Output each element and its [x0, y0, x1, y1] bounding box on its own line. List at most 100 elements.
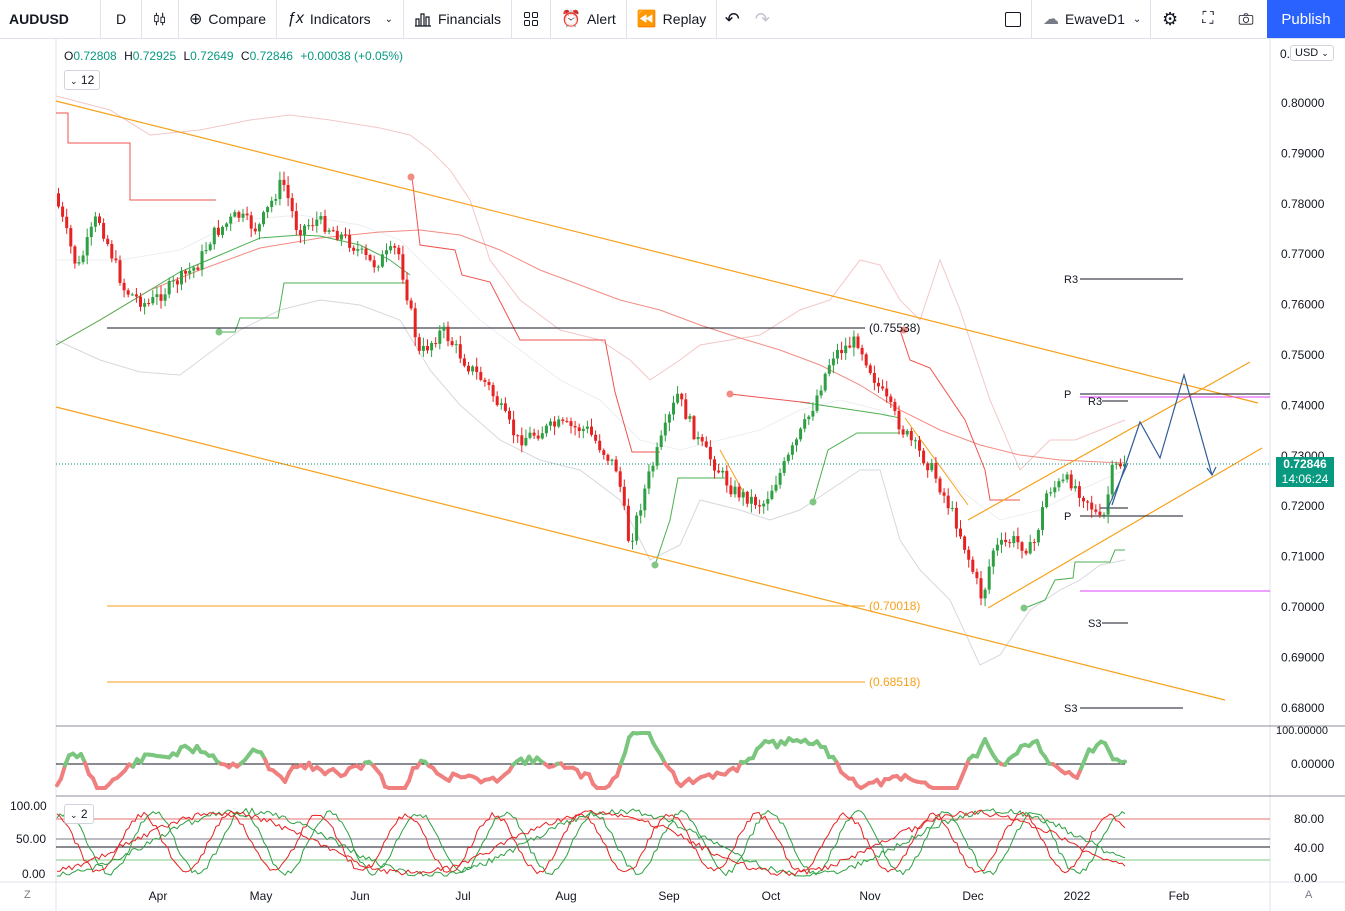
candle-body: [188, 270, 192, 274]
candle-body: [577, 427, 581, 432]
osc-collapse-button[interactable]: ⌄ 2: [64, 804, 94, 824]
candle-body: [360, 248, 364, 250]
close-label: C: [240, 49, 250, 63]
candle-body: [471, 366, 475, 372]
indicators-button[interactable]: ƒx Indicators ⌄: [277, 0, 403, 38]
channel-upper-line: [55, 100, 1259, 404]
settings-button[interactable]: ⚙: [1152, 0, 1188, 38]
redo-button[interactable]: ↷: [747, 0, 777, 38]
candle-body: [897, 410, 901, 430]
candle-body: [175, 280, 179, 285]
publish-button[interactable]: Publish: [1267, 0, 1345, 38]
fullscreen-button[interactable]: ⛶: [1190, 0, 1226, 38]
candle-body: [811, 410, 815, 417]
price-axis-tick: 0.79000: [1281, 146, 1325, 160]
candle-body: [1045, 493, 1049, 508]
time-axis-label: Sep: [658, 889, 680, 903]
candle-body: [1053, 487, 1057, 493]
candle-body: [516, 435, 520, 437]
candle-body: [696, 437, 700, 440]
price-chart[interactable]: (0.75538) (0.70018) (0.68518) R3 P R3 P …: [0, 38, 1345, 911]
fullscreen-toggle[interactable]: [995, 0, 1031, 38]
candle-body: [130, 294, 134, 296]
candle-body: [483, 379, 487, 382]
candle-body: [372, 260, 376, 268]
time-axis-label: Oct: [762, 889, 781, 903]
candle-body: [848, 345, 852, 348]
interval-button[interactable]: D: [115, 11, 127, 27]
time-axis-label: Aug: [555, 889, 576, 903]
candle-body: [983, 589, 987, 599]
alert-button[interactable]: ⏰ Alert: [551, 0, 626, 38]
snapshot-button[interactable]: [1228, 0, 1264, 38]
candle-body: [1082, 497, 1085, 502]
time-axis-label: Apr: [149, 889, 168, 903]
candles-icon: [154, 12, 165, 26]
chevron-down-icon: ⌄: [70, 76, 78, 86]
currency-label: USD: [1295, 47, 1319, 59]
indicators-collapse-button[interactable]: ⌄ 12: [64, 70, 101, 90]
candle-body: [467, 365, 470, 372]
templates-button[interactable]: [512, 0, 550, 38]
candle-body: [184, 270, 188, 274]
candle-body: [266, 207, 270, 213]
candle-body: [918, 440, 921, 451]
compare-button[interactable]: ⊕ Compare: [179, 0, 276, 38]
candle-body: [1000, 539, 1003, 545]
candle-body: [803, 419, 807, 429]
currency-selector[interactable]: USD ⌄: [1290, 45, 1334, 61]
candle-body: [934, 463, 938, 479]
candle-body: [913, 440, 917, 442]
osc2-axis-right-0: 0.00: [1294, 871, 1318, 885]
candle-body: [717, 470, 721, 473]
candle-body: [335, 230, 339, 240]
auto-scale-button[interactable]: A: [1305, 889, 1313, 901]
candle-body: [594, 434, 598, 441]
last-price-tag: 0.72846 14:06:24: [1276, 457, 1334, 487]
candle-body: [282, 179, 286, 185]
candle-body: [860, 347, 864, 355]
candle-body: [331, 230, 335, 232]
candle-body: [643, 488, 647, 511]
candle-body: [770, 490, 774, 499]
candle-body: [831, 358, 835, 366]
candle-body: [790, 445, 794, 455]
zoom-reset-button[interactable]: Z: [24, 889, 31, 901]
time-axis-label: Nov: [859, 889, 880, 903]
candle-body: [311, 225, 315, 227]
symbol-search[interactable]: AUDUSD: [9, 11, 69, 27]
candle-body: [413, 308, 417, 338]
candle-body: [926, 463, 930, 471]
layout-button[interactable]: ☁ EwaveD1 ⌄: [1033, 0, 1149, 38]
candle-body: [606, 454, 610, 461]
candle-body: [495, 396, 499, 406]
candle-body: [1069, 474, 1073, 489]
candle-body: [479, 372, 483, 380]
candle-body: [151, 297, 155, 304]
candle-body: [692, 416, 696, 440]
candle-body: [881, 386, 885, 389]
candle-body: [1061, 479, 1065, 482]
candle-body: [1008, 542, 1012, 544]
candle-body: [524, 437, 528, 446]
candle-body: [98, 216, 101, 223]
financials-button[interactable]: Financials: [404, 0, 511, 38]
candle-body: [344, 234, 347, 236]
candle-body: [229, 216, 233, 224]
candle-body: [795, 439, 798, 446]
candle-body: [819, 390, 823, 396]
undo-button[interactable]: ↶: [717, 0, 747, 38]
candle-body: [180, 270, 183, 285]
chart-type-button[interactable]: [142, 0, 178, 38]
bb-upper-band: [55, 95, 1126, 471]
candle-body: [778, 472, 782, 485]
replay-button[interactable]: ⏪ Replay: [627, 0, 717, 38]
bar-chart-icon: [415, 13, 431, 27]
candle-body: [651, 465, 655, 472]
camera-icon: [1238, 13, 1254, 25]
candle-body: [159, 294, 163, 301]
candle-body: [954, 507, 958, 529]
osc2-axis-right-40: 40.00: [1294, 841, 1324, 855]
candle-body: [450, 341, 454, 345]
osc1-axis-tick-100: 100.00000: [1276, 725, 1328, 737]
